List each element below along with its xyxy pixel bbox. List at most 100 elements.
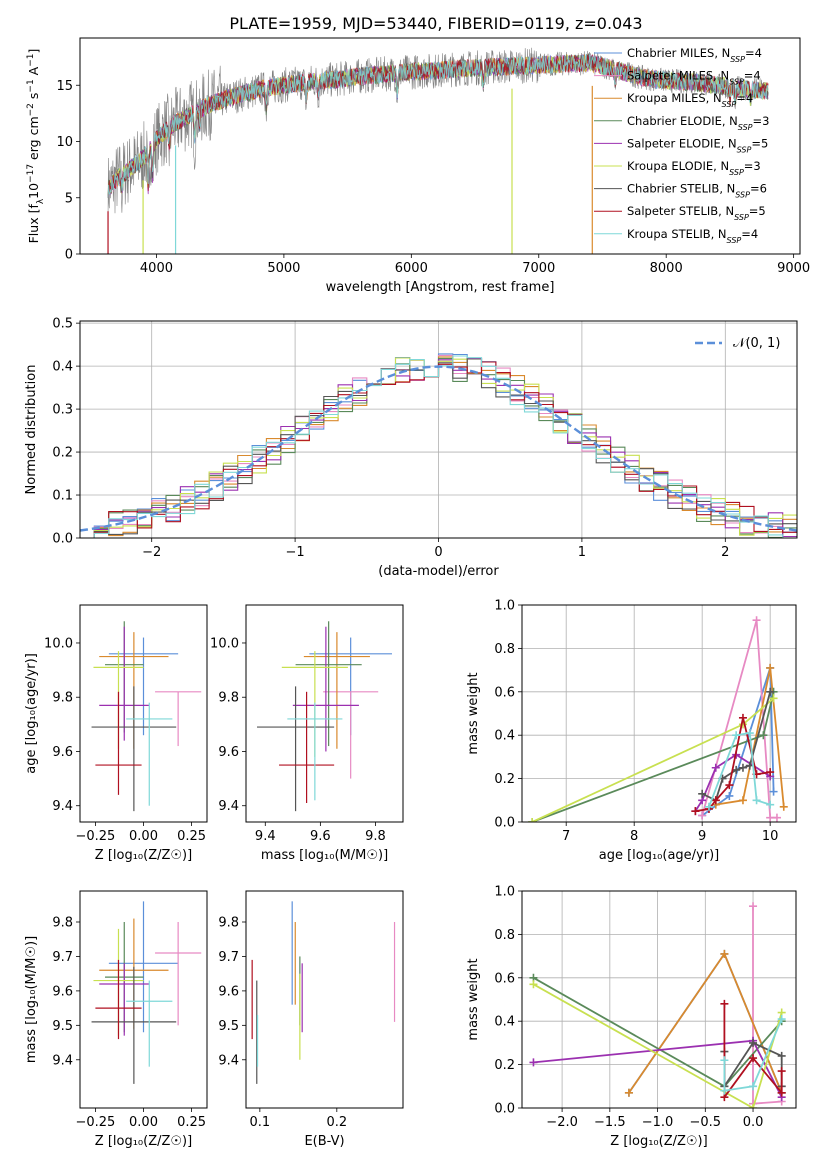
weight-marker-salpeter-miles	[698, 811, 707, 820]
weight-marker-salpeter-stelib	[766, 768, 775, 777]
y-tick-label: 0.0	[52, 532, 73, 547]
weight-marker-kroupa-miles	[766, 663, 775, 672]
weight-marker-salpeter-stelib	[711, 796, 720, 805]
weight-marker-chabrier-stelib	[738, 763, 747, 772]
x-tick-label: −0.25	[75, 829, 115, 844]
legend-value: =4	[741, 227, 758, 241]
weight-marker-kroupa-stelib	[752, 796, 761, 805]
weight-marker-chabrier-stelib	[766, 687, 775, 696]
y-axis-label: Flux [fλ10−17 erg cm−2 s−1 A−1]	[26, 49, 46, 244]
y-tick-label: 9.4	[218, 1053, 239, 1068]
weight-marker-kroupa-elodie	[769, 694, 778, 703]
x-tick-label: 8000	[650, 261, 683, 276]
x-tick-label: 6000	[395, 261, 428, 276]
x-tick-label: −2	[142, 545, 161, 560]
x-tick-label: −2.0	[546, 1115, 578, 1130]
weight-marker-kroupa-stelib	[720, 1086, 729, 1095]
weight-marker-kroupa-elodie	[529, 980, 538, 989]
axes-frame	[79, 604, 208, 823]
y-axis-label: Normed distribution	[24, 365, 39, 495]
y-axis-label-part: A	[26, 66, 41, 79]
x-tick-label: −0.25	[75, 1115, 115, 1130]
weight-marker-kroupa-miles	[720, 949, 729, 958]
y-tick-label: 9.6	[52, 984, 73, 999]
weight-marker-salpeter-stelib	[777, 1088, 786, 1097]
weight-marker-kroupa-stelib	[777, 1015, 786, 1024]
y-tick-label: 10.0	[210, 636, 239, 651]
legend-entry: Chabrier ELODIE, NSSP=3	[627, 114, 769, 132]
axes-spectrum: 4000 5000 6000 7000 8000 9000 0 5 10 15 wavelength…	[26, 37, 810, 295]
weight-marker-chabrier-elodie	[759, 731, 768, 740]
x-tick-label: 7	[562, 829, 570, 844]
weight-marker-chabrier-miles	[725, 791, 734, 800]
y-tick-label: 0.3	[52, 403, 73, 418]
weight-marker-kroupa-miles	[779, 802, 788, 811]
x-axis-label: wavelength [Angstrom, rest frame]	[326, 280, 555, 295]
y-axis-label: age [log₁₀(age/yr)]	[24, 653, 39, 774]
y-tick-label: 0.8	[494, 928, 515, 943]
x-tick-label: 9	[698, 829, 706, 844]
legend-value: =6	[750, 182, 767, 196]
weight-marker-kroupa-stelib	[749, 1082, 758, 1091]
normal-curve	[80, 365, 797, 532]
plot-area-mass-vs-Z	[91, 901, 202, 1084]
y-axis-label-part: λ	[36, 198, 46, 204]
weight-marker-kroupa-elodie	[528, 818, 537, 822]
x-tick-label: −1	[286, 545, 305, 560]
weight-marker-salpeter-miles	[766, 813, 775, 822]
legend-value: =4	[736, 91, 753, 105]
x-tick-label: 4000	[140, 261, 173, 276]
axes-layer: 4000 5000 6000 7000 8000 9000051015wavelength…	[24, 37, 810, 1149]
legend-subscript: SSP	[722, 100, 737, 109]
weight-marker-salpeter-elodie	[529, 1058, 538, 1067]
legend-value: =3	[744, 159, 761, 173]
axes-massweight-vs-Z: −2.0 −1.5 −1.0 −0.5 0.0 0.0 0.2 0.4 0.6 0.8 1.0 Z […	[466, 885, 797, 1149]
y-tick-label: 9.8	[52, 916, 73, 931]
weight-marker-salpeter-miles	[749, 902, 758, 911]
weight-marker-kroupa-stelib	[745, 729, 754, 738]
weight-marker-kroupa-elodie	[749, 1104, 758, 1108]
y-axis-label-part: −17	[26, 164, 36, 183]
axes-frame	[79, 890, 208, 1109]
legend-label: Chabrier ELODIE, N	[627, 114, 738, 128]
legend-subscript: SSP	[734, 213, 749, 222]
x-tick-label: −1.0	[642, 1115, 674, 1130]
x-tick-label: −1.5	[594, 1115, 626, 1130]
y-tick-label: 0.4	[494, 729, 515, 744]
y-tick-label: 9.6	[218, 745, 239, 760]
weight-marker-salpeter-stelib	[725, 781, 734, 790]
y-axis-label-part: −1	[26, 79, 36, 92]
weight-marker-salpeter-stelib	[777, 1067, 786, 1076]
x-tick-label: 5000	[267, 261, 300, 276]
y-axis-label-part: ]	[26, 49, 41, 54]
weight-marker-chabrier-miles	[769, 787, 778, 796]
x-tick-label: 0.1	[250, 1115, 271, 1130]
axes-frame	[245, 604, 404, 823]
legend-label: Salpeter ELODIE, N	[627, 136, 737, 150]
legend-value: =5	[751, 136, 768, 150]
weight-line-kroupa-elodie	[533, 983, 783, 1108]
x-axis-label: Z [log₁₀(Z/Z☉)]	[95, 1134, 192, 1149]
y-tick-label: 0.2	[494, 1058, 515, 1073]
legend-entry: Salpeter STELIB, NSSP=5	[627, 204, 766, 222]
weight-marker-kroupa-stelib	[720, 1056, 729, 1065]
y-tick-label: 0.2	[494, 772, 515, 787]
x-axis-label: Z [log₁₀(Z/Z☉)]	[95, 848, 192, 863]
weight-marker-kroupa-miles	[624, 1088, 633, 1097]
x-tick-label: 0.25	[177, 1115, 206, 1130]
axes-massweight-vs-age: 7 8 9 10 0.0 0.2 0.4 0.6 0.8 1.0 age [log₁₀(age/yr…	[466, 599, 797, 863]
x-tick-label: 0	[434, 545, 442, 560]
axes-age-vs-Z: −0.25 0.00 0.25 9.4 9.6 9.8 10.0 Z [log₁₀(Z/Z☉)…	[24, 604, 208, 863]
x-tick-label: 7000	[522, 261, 555, 276]
legend-label: Salpeter STELIB, N	[627, 204, 734, 218]
legend-subscript: SSP	[735, 190, 750, 199]
weight-marker-kroupa-stelib	[766, 800, 775, 809]
y-tick-label: 0.0	[494, 816, 515, 831]
x-axis-label: E(B-V)	[304, 1134, 344, 1149]
y-tick-label: 0.2	[52, 446, 73, 461]
weight-marker-salpeter-stelib	[691, 807, 700, 816]
y-tick-label: 0.5	[52, 317, 73, 332]
plot-area-massweight-vs-Z	[529, 902, 786, 1108]
legend-label: Kroupa MILES, N	[627, 91, 722, 105]
